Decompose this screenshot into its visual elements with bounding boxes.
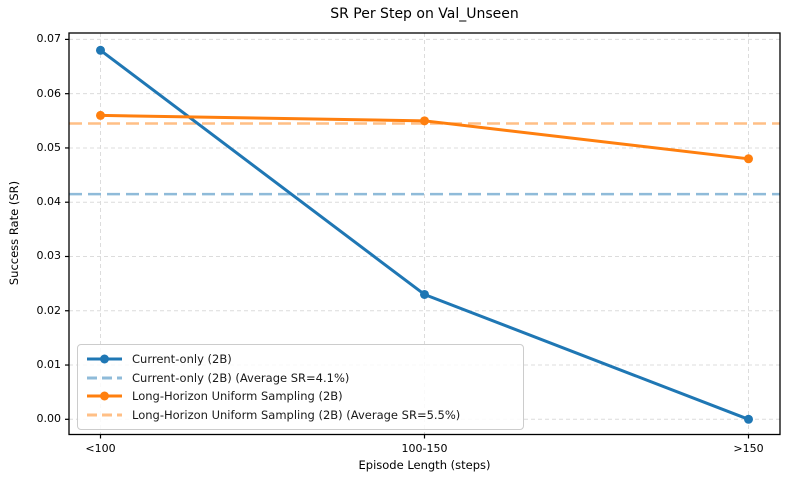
legend-label: Long-Horizon Uniform Sampling (2B) (Aver… xyxy=(132,407,461,422)
legend-item: Long-Horizon Uniform Sampling (2B) (Aver… xyxy=(86,406,515,425)
legend-dashed-swatch xyxy=(87,376,122,380)
y-tick-label: 0.02 xyxy=(36,303,62,317)
legend: Current-only (2B) Current-only (2B) (Aver… xyxy=(77,344,524,430)
y-tick-label: 0.04 xyxy=(36,195,62,209)
chart-title: SR Per Step on Val_Unseen xyxy=(330,6,519,22)
legend-label: Long-Horizon Uniform Sampling (2B) xyxy=(132,389,343,404)
y-axis-label: Success Rate (SR) xyxy=(7,180,21,286)
y-tick-label: 0.03 xyxy=(36,249,62,263)
legend-item: Current-only (2B) xyxy=(86,350,515,369)
x-axis-label: Episode Length (steps) xyxy=(358,458,491,472)
y-tick-label: 0.06 xyxy=(36,86,62,100)
data-point-marker xyxy=(95,45,105,55)
data-point-marker xyxy=(420,289,429,299)
y-tick-label: 0.00 xyxy=(36,412,62,426)
legend-label: Current-only (2B) xyxy=(132,352,232,367)
x-tick-label: 100-150 xyxy=(401,441,448,455)
data-point-marker xyxy=(744,154,754,164)
x-tick-label: >150 xyxy=(733,441,764,455)
legend-dashed-swatch xyxy=(87,413,122,417)
data-point-marker xyxy=(744,414,754,424)
data-point-marker xyxy=(420,116,429,126)
x-tick-label: <100 xyxy=(85,441,116,455)
data-point-marker xyxy=(95,110,105,120)
y-tick-label: 0.07 xyxy=(36,32,62,46)
legend-line-marker-swatch xyxy=(87,354,122,364)
y-tick-label: 0.05 xyxy=(36,140,62,154)
y-tick-label: 0.01 xyxy=(36,358,62,372)
legend-label: Current-only (2B) (Average SR=4.1%) xyxy=(132,370,350,385)
legend-item: Long-Horizon Uniform Sampling (2B) xyxy=(86,387,515,406)
legend-item: Current-only (2B) (Average SR=4.1%) xyxy=(86,369,515,388)
legend-line-marker-swatch xyxy=(87,391,122,401)
